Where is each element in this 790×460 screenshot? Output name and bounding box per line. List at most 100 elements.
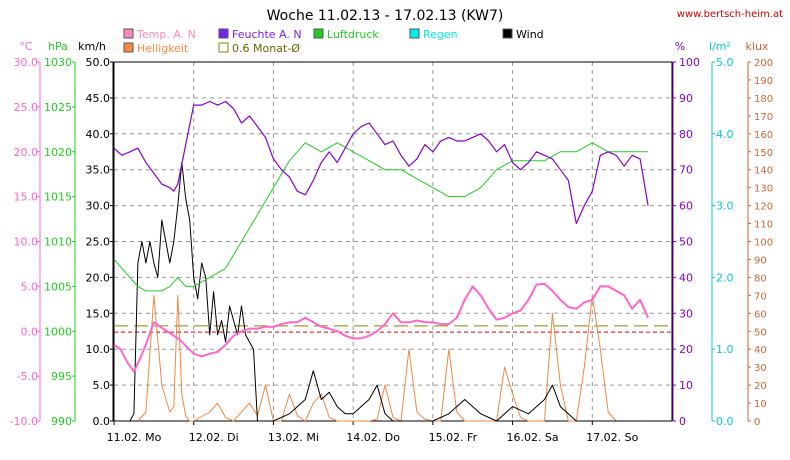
humidity-axis-tick-label: 80: [679, 128, 693, 141]
legend-label-avg: 0.6 Monat-Ø: [232, 42, 300, 55]
brightness-axis-tick-label: 150: [754, 148, 773, 159]
brightness-axis-tick-label: 70: [754, 291, 767, 302]
pressure-axis-tick-label: 1000: [44, 325, 72, 338]
series-line-temp: [113, 282, 650, 373]
pressure-axis-tick-label: 1025: [44, 101, 72, 114]
legend-label-humidity: Feuchte A. N: [232, 28, 302, 41]
wind-axis-tick-label: 10.0: [86, 343, 111, 356]
legend-swatch-wind: [502, 28, 513, 39]
humidity-axis-tick-label: 40: [679, 271, 693, 284]
site-url: www.bertsch-heim.at: [677, 9, 783, 20]
pressure-axis-tick-label: 1005: [44, 280, 72, 293]
wind-axis-tick-label: 45.0: [86, 92, 111, 105]
x-label: 15.02. Fr: [429, 431, 478, 444]
x-label: 17.02. So: [586, 431, 638, 444]
rain-axis-tick-label: 2.0: [716, 271, 734, 284]
humidity-axis-tick-label: 90: [679, 92, 693, 105]
series-line-wind: [129, 162, 641, 422]
rain-axis-tick-label: 4.0: [716, 128, 734, 141]
humidity-axis-tick-label: 70: [679, 164, 693, 177]
humidity-axis-tick-label: 60: [679, 200, 693, 213]
x-label: 16.02. Sa: [506, 431, 558, 444]
wind-axis-tick-label: 15.0: [86, 307, 111, 320]
brightness-axis-tick-label: 160: [754, 130, 773, 141]
wind-axis-tick-label: 40.0: [86, 128, 111, 141]
pressure-axis-tick-label: 990: [51, 415, 72, 428]
pressure-axis-tick-label: 1030: [44, 56, 72, 69]
legend-swatch-rain: [409, 28, 420, 39]
humidity-axis-tick-label: 20: [679, 343, 693, 356]
brightness-axis-tick-label: 40: [754, 345, 767, 356]
humidity-axis-tick-label: 0: [679, 415, 686, 428]
pressure-axis-tick-label: 1015: [44, 191, 72, 204]
wind-axis-tick-label: 5.0: [93, 379, 111, 392]
legend-label-pressure: Luftdruck: [327, 28, 379, 41]
temp-axis-tick-label: 15.0: [14, 191, 39, 204]
x-label: 14.02. Do: [346, 431, 400, 444]
brightness-axis-tick-label: 80: [754, 273, 767, 284]
axis-unit-wind: km/h: [78, 40, 106, 53]
legend-label-wind: Wind: [516, 28, 544, 41]
temp-axis-tick-label: 25.0: [14, 101, 39, 114]
brightness-axis-tick-label: 20: [754, 381, 767, 392]
x-label: 12.02. Di: [189, 431, 239, 444]
brightness-axis-tick-label: 200: [754, 58, 773, 69]
temp-axis-tick-label: 5.0: [21, 280, 39, 293]
axis-unit-rain: l/m²: [709, 40, 731, 53]
brightness-axis-tick-label: 30: [754, 363, 767, 374]
axis-unit-temp: °C: [19, 40, 33, 53]
temp-axis-tick-label: 30.0: [14, 56, 39, 69]
axis-unit-humidity: %: [675, 40, 685, 53]
brightness-axis-tick-label: 50: [754, 327, 767, 338]
legend-label-rain: Regen: [423, 28, 458, 41]
brightness-axis-tick-label: 90: [754, 255, 767, 266]
legend-label-temp: Temp. A. N: [136, 28, 196, 41]
humidity-axis-tick-label: 10: [679, 379, 693, 392]
wind-axis-tick-label: 30.0: [86, 200, 111, 213]
axis-unit-pressure: hPa: [48, 40, 68, 53]
wind-axis-tick-label: 50.0: [86, 56, 111, 69]
chart-title: Woche 11.02.13 - 17.02.13 (KW7): [267, 8, 504, 24]
humidity-axis-tick-label: 100: [679, 56, 700, 69]
wind-axis-tick-label: 35.0: [86, 164, 111, 177]
brightness-axis-tick-label: 140: [754, 166, 773, 177]
brightness-axis-tick-label: 100: [754, 238, 773, 249]
legend-label-brightness: Helligkeit: [137, 42, 189, 55]
rain-axis-tick-label: 3.0: [716, 200, 734, 213]
temp-axis-tick-label: 20.0: [14, 146, 39, 159]
legend-swatch-temp: [123, 28, 134, 39]
temp-axis-tick-label: -10.0: [10, 415, 38, 428]
pressure-axis-tick-label: 1020: [44, 146, 72, 159]
legend-swatch-brightness: [123, 42, 134, 53]
brightness-axis-tick-label: 190: [754, 76, 773, 87]
brightness-axis-tick-label: 110: [754, 220, 773, 231]
brightness-axis-tick-label: 170: [754, 112, 773, 123]
rain-axis-tick-label: 1.0: [716, 343, 734, 356]
pressure-axis-tick-label: 995: [51, 370, 72, 383]
brightness-axis-tick-label: 60: [754, 309, 767, 320]
brightness-axis-tick-label: 10: [754, 399, 767, 410]
axis-unit-brightness: klux: [746, 40, 769, 53]
temp-axis-tick-label: 0.0: [21, 325, 39, 338]
humidity-axis-tick-label: 30: [679, 307, 693, 320]
legend-swatch-avg: [218, 42, 229, 53]
brightness-axis-tick-label: 120: [754, 202, 773, 213]
brightness-axis-tick-label: 180: [754, 94, 773, 105]
rain-axis-tick-label: 5.0: [716, 56, 734, 69]
brightness-axis-tick-label: 130: [754, 184, 773, 195]
series-line-brightness: [137, 294, 641, 422]
rain-axis-tick-label: 0.0: [716, 415, 734, 428]
legend-swatch-pressure: [313, 28, 324, 39]
temp-axis-tick-label: 10.0: [14, 236, 39, 249]
wind-axis-tick-label: 20.0: [86, 271, 111, 284]
humidity-axis-tick-label: 50: [679, 236, 693, 249]
pressure-axis-tick-label: 1010: [44, 236, 72, 249]
series-line-humidity: [113, 100, 649, 225]
temp-axis-tick-label: -5.0: [17, 370, 38, 383]
brightness-axis-tick-label: 0: [754, 417, 760, 428]
legend-swatch-humidity: [218, 28, 229, 39]
wind-axis-tick-label: 25.0: [86, 236, 111, 249]
x-label: 13.02. Mi: [268, 431, 319, 444]
